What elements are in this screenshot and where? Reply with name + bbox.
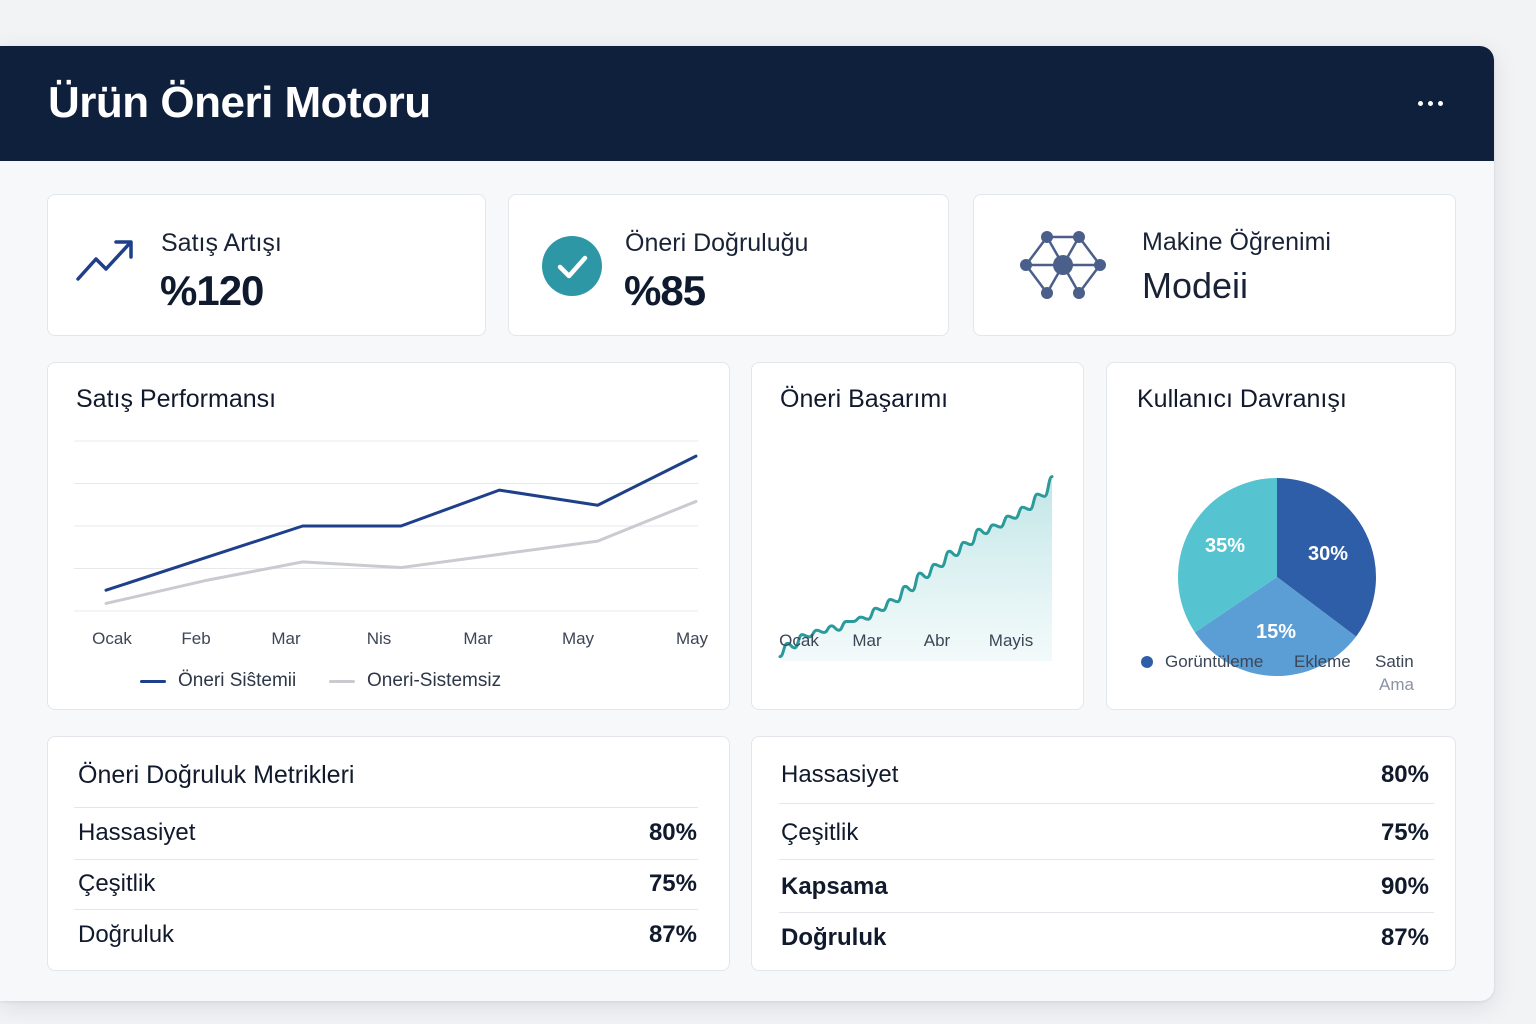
legend-label: Gorüntüleme (1165, 652, 1264, 671)
kpi-card-accuracy[interactable]: Öneri Doğruluğu %85 (508, 194, 949, 336)
app-header: Ürün Öneri Motoru (0, 46, 1494, 161)
x-tick-label: Mar (852, 631, 882, 650)
pie-slice (1178, 478, 1277, 633)
pie-slice (1277, 478, 1376, 637)
x-tick-label: Ocak (92, 629, 132, 648)
trending-up-icon (76, 240, 133, 281)
more-dot-icon (1437, 100, 1443, 106)
metric-label: Çeşitlik (781, 819, 859, 846)
user-behavior-pie-chart: 30% 15% 35% (1178, 478, 1376, 676)
metric-label: Hassasiyet (781, 761, 899, 788)
x-tick-label: May (675, 629, 709, 648)
metrics-summary-card: Hassasiyet 80% Çeşitlik 75% Kapsama 90% … (751, 736, 1456, 971)
card-title: Satış Performansı (76, 385, 277, 413)
app-title: Ürün Öneri Motoru (48, 78, 431, 127)
metric-row: Kapsama 90% (781, 873, 1429, 901)
metric-value: 75% (1380, 819, 1429, 846)
card-title: Öneri Başarımı (780, 385, 949, 413)
area-fill (780, 476, 1052, 661)
x-tick-label: May (561, 629, 595, 648)
metric-row: Çeşitlik 75% (781, 819, 1429, 847)
metric-value: 90% (1380, 873, 1429, 900)
series-line (104, 454, 698, 592)
legend-line-icon (329, 679, 355, 683)
legend-item-without-system: Oneri-Sistemsiz (329, 670, 501, 692)
x-tick-label: Ocak (779, 631, 819, 650)
legend-line-icon (140, 679, 166, 683)
sales-performance-card: Satış Performansı Ocak Feb Mar Nis Mar May May… (47, 362, 730, 710)
metric-label: Hassasiyet (78, 819, 196, 846)
check-circle-icon (542, 236, 602, 296)
pie-slice-label: 35% (1205, 535, 1245, 557)
metric-value: 75% (648, 870, 697, 897)
card-title: Kullanıcı Davranışı (1137, 385, 1347, 413)
series-line (104, 499, 698, 605)
divider (779, 912, 1434, 913)
pie-legend-item: Gorüntüleme (1141, 652, 1263, 672)
metric-row: Doğruluk 87% (78, 921, 697, 949)
metric-value: 87% (648, 921, 697, 948)
pie-slice-label: 15% (1256, 621, 1296, 643)
area-line (778, 475, 1054, 659)
accuracy-metrics-card: Öneri Doğruluk Metrikleri Hassasiyet 80%… (47, 736, 730, 971)
kpi-value: Modeii (1142, 265, 1249, 306)
kpi-value: %85 (624, 267, 706, 314)
divider (74, 807, 698, 808)
metric-value: 80% (648, 819, 697, 846)
pie-legend-item: Ama (1379, 675, 1414, 694)
kpi-label: Makine Öğrenimi (1142, 228, 1331, 256)
metric-row: Çeşitlik 75% (78, 870, 697, 898)
kpi-label: Satış Artışı (161, 229, 282, 257)
kpi-label: Öneri Doğruluğu (625, 229, 809, 257)
more-dot-icon (1417, 100, 1423, 106)
dashboard-window: Ürün Öneri Motoru Satış Artışı %120 Öner… (0, 46, 1494, 1001)
metric-value: 87% (1380, 924, 1429, 951)
card-title: Öneri Doğruluk Metrikleri (78, 761, 355, 789)
metric-row: Doğruluk 87% (781, 924, 1429, 952)
pie-slice-label: 30% (1308, 543, 1348, 565)
legend-dot-icon (1141, 656, 1153, 668)
x-tick-label: Mayis (988, 631, 1034, 650)
legend-label: Öneri Siŝtemii (178, 670, 297, 691)
metric-row: Hassasiyet 80% (781, 761, 1429, 789)
kpi-value: %120 (160, 267, 264, 314)
x-tick-label: Nis (366, 629, 392, 648)
kpi-card-sales-growth[interactable]: Satış Artışı %120 (47, 194, 486, 336)
metric-label: Doğruluk (78, 921, 175, 948)
metric-value: 80% (1380, 761, 1429, 788)
pie-slice (1194, 577, 1357, 676)
recommendation-performance-card: Öneri Başarımı Ocak Mar Abr Mayis (751, 362, 1084, 710)
legend-label: Oneri-Sistemsiz (367, 670, 502, 691)
divider (779, 803, 1434, 804)
pie-legend-item: Satin (1375, 652, 1414, 671)
x-tick-label: Feb (181, 629, 211, 648)
more-dot-icon (1427, 100, 1433, 106)
pie-legend-item: Ekleme (1294, 652, 1351, 671)
metric-label: Kapsama (781, 873, 888, 900)
divider (74, 909, 698, 910)
x-tick-label: Mar (463, 629, 493, 648)
sales-line-chart (74, 440, 698, 612)
recommendation-area-chart (778, 475, 1054, 661)
network-icon (1020, 231, 1106, 299)
divider (779, 859, 1434, 860)
kpi-card-ml-model[interactable]: Makine Öğrenimi Modeii (973, 194, 1456, 336)
x-tick-label: Mar (271, 629, 301, 648)
metric-row: Hassasiyet 80% (78, 819, 697, 847)
metric-label: Doğruluk (781, 924, 887, 951)
divider (74, 859, 698, 860)
more-menu-button[interactable] (1410, 88, 1450, 118)
user-behavior-card: Kullanıcı Davranışı 30% 15% 35% Gorüntülem… (1106, 362, 1456, 710)
legend-item-with-system: Öneri Siŝtemii (140, 670, 296, 692)
x-tick-label: Abr (923, 631, 951, 650)
metric-label: Çeşitlik (78, 870, 156, 897)
